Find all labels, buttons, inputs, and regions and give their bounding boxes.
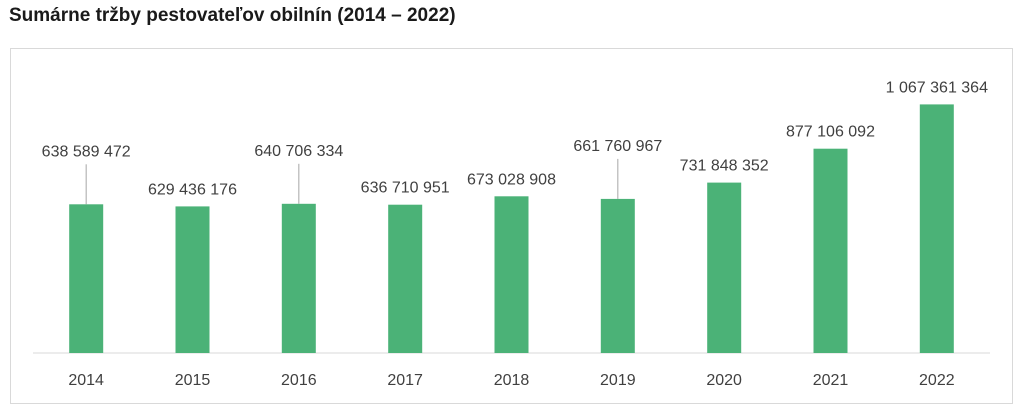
bar-2022 [919,104,954,354]
data-label-2021: 877 106 092 [786,124,875,141]
bar-2018 [494,196,529,353]
bar-2019 [600,198,635,353]
data-label-2015: 629 436 176 [148,181,237,198]
chart-title: Sumárne tržby pestovateľov obilnín (2014… [9,5,456,26]
x-tick-label-2016: 2016 [281,372,317,389]
x-tick-label-2017: 2017 [387,372,423,389]
data-label-2020: 731 848 352 [680,158,769,175]
x-tick-label-2019: 2019 [600,372,636,389]
bar-2017 [388,204,423,353]
x-tick-label-2020: 2020 [706,372,742,389]
data-label-2016: 640 706 334 [254,143,343,160]
data-label-2017: 636 710 951 [361,180,450,197]
bar-2014 [69,204,104,353]
data-label-2014: 638 589 472 [42,143,131,160]
x-tick-label-2022: 2022 [919,372,955,389]
x-tick-label-2014: 2014 [68,372,104,389]
chart-frame [10,48,1013,404]
data-label-2022: 1 067 361 364 [886,79,988,96]
x-tick-label-2021: 2021 [813,372,849,389]
bar-2016 [281,203,316,353]
data-label-2018: 673 028 908 [467,171,556,188]
bar-2020 [707,182,742,353]
x-tick-label-2018: 2018 [494,372,530,389]
x-tick-label-2015: 2015 [175,372,211,389]
bar-2021 [813,148,848,353]
data-label-2019: 661 760 967 [573,138,662,155]
bar-2015 [175,206,210,353]
